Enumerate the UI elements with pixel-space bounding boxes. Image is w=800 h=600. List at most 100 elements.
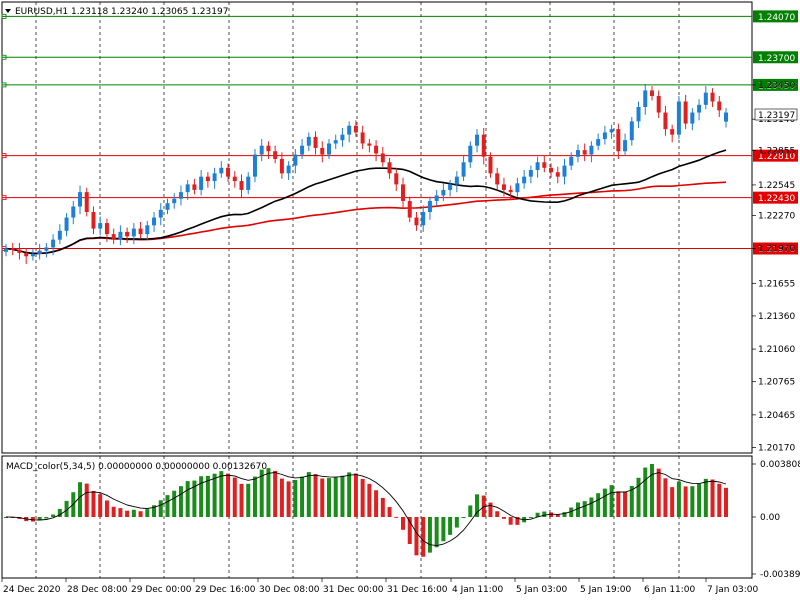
level-anchor[interactable] bbox=[1, 195, 7, 201]
candle-body bbox=[676, 101, 681, 135]
macd-bar bbox=[575, 502, 580, 517]
macd-bar bbox=[710, 479, 715, 517]
candle-body bbox=[575, 150, 580, 157]
candle-body bbox=[84, 192, 89, 213]
candle-body bbox=[629, 121, 634, 141]
candle-body bbox=[293, 154, 298, 166]
price-tick-label: 1.21060 bbox=[758, 345, 795, 355]
level-label-box bbox=[753, 10, 798, 23]
level-label: 1.23700 bbox=[758, 54, 795, 64]
price-tick-label: 1.22270 bbox=[758, 211, 795, 221]
macd-bar bbox=[178, 486, 183, 517]
macd-bar bbox=[670, 487, 675, 517]
macd-bar bbox=[515, 517, 520, 525]
candle-body bbox=[333, 140, 338, 144]
macd-bar bbox=[185, 481, 190, 517]
candle-body bbox=[569, 156, 574, 166]
candle-body bbox=[320, 147, 325, 155]
level-anchor[interactable] bbox=[1, 54, 7, 60]
time-label: 28 Dec 08:00 bbox=[67, 585, 128, 595]
macd-bar bbox=[212, 473, 217, 517]
candle-body bbox=[340, 134, 345, 141]
macd-bar bbox=[421, 517, 426, 557]
macd-bar bbox=[636, 477, 641, 517]
macd-bar bbox=[434, 517, 439, 548]
candle-body bbox=[481, 134, 486, 157]
candle-body bbox=[24, 252, 29, 257]
macd-bar bbox=[454, 517, 459, 528]
level-label: 1.22430 bbox=[758, 194, 795, 204]
macd-bar bbox=[347, 472, 352, 517]
macd-bar bbox=[596, 493, 601, 517]
collapse-arrow-icon[interactable] bbox=[5, 9, 11, 13]
candle-body bbox=[165, 203, 170, 210]
macd-bar bbox=[138, 511, 143, 517]
macd-bar bbox=[219, 471, 224, 517]
candle-body bbox=[57, 230, 62, 240]
candle-body bbox=[542, 162, 547, 168]
price-tick-label: 1.20170 bbox=[758, 443, 795, 453]
candle-body bbox=[205, 176, 210, 182]
candle-body bbox=[219, 167, 224, 174]
candle-body bbox=[17, 249, 22, 253]
candle-body bbox=[300, 145, 305, 155]
candle-body bbox=[441, 189, 446, 196]
candle-body bbox=[636, 107, 641, 122]
macd-bar bbox=[4, 517, 8, 518]
macd-bar bbox=[172, 490, 177, 517]
macd-bar bbox=[427, 517, 432, 553]
time-label: 29 Dec 00:00 bbox=[131, 585, 192, 595]
candle-body bbox=[596, 139, 601, 146]
candle-body bbox=[717, 101, 722, 111]
level-label-box bbox=[753, 191, 798, 204]
candle-body bbox=[461, 162, 466, 177]
macd-bar bbox=[192, 480, 197, 517]
macd-bar bbox=[98, 494, 103, 517]
candle-body bbox=[448, 184, 453, 190]
candle-body bbox=[185, 184, 190, 193]
candle-body bbox=[602, 132, 607, 140]
candle-body bbox=[407, 200, 412, 218]
candle-body bbox=[172, 198, 177, 204]
macd-bar bbox=[535, 512, 540, 517]
candle-body bbox=[152, 217, 157, 226]
main-pane[interactable] bbox=[1, 1, 753, 454]
candle-body bbox=[51, 239, 56, 248]
macd-bar bbox=[508, 517, 513, 525]
candle-body bbox=[609, 129, 614, 133]
macd-histogram bbox=[4, 464, 728, 557]
candle-body bbox=[670, 129, 675, 135]
candle-body bbox=[199, 176, 204, 190]
candle-body bbox=[454, 176, 459, 185]
macd-bar bbox=[246, 483, 251, 517]
macd-bar bbox=[333, 477, 338, 517]
time-label: 30 Dec 08:00 bbox=[259, 585, 320, 595]
level-anchor[interactable] bbox=[1, 82, 7, 88]
macd-bar bbox=[118, 508, 123, 517]
macd-bar bbox=[205, 475, 210, 517]
level-anchor[interactable] bbox=[1, 13, 7, 19]
macd-bar bbox=[602, 488, 607, 517]
candle-body bbox=[104, 223, 109, 235]
candle-body bbox=[495, 173, 500, 185]
macd-bar bbox=[501, 517, 506, 519]
candle-body bbox=[427, 200, 432, 213]
macd-bar bbox=[64, 500, 69, 517]
candle-body bbox=[649, 90, 654, 96]
time-label: 7 Jan 03:00 bbox=[707, 585, 759, 595]
macd-bar bbox=[313, 474, 318, 517]
candle-body bbox=[549, 167, 554, 173]
level-label-box bbox=[753, 51, 798, 64]
macd-bar bbox=[273, 470, 278, 517]
candle-body bbox=[528, 170, 533, 177]
macd-bar bbox=[306, 472, 311, 517]
macd-header: MACD_color(5,34,5) 0.00000000 0.00000000… bbox=[6, 462, 267, 472]
level-anchor[interactable] bbox=[1, 153, 7, 159]
macd-bar bbox=[703, 478, 708, 517]
time-axis: 24 Dec 2020 28 Dec 08:00 29 Dec 00:00 29 De… bbox=[1, 578, 759, 595]
macd-bar bbox=[441, 517, 446, 542]
level-label: 1.21970 bbox=[758, 245, 795, 255]
level-label: 1.24070 bbox=[758, 13, 795, 23]
macd-bar bbox=[259, 469, 264, 517]
